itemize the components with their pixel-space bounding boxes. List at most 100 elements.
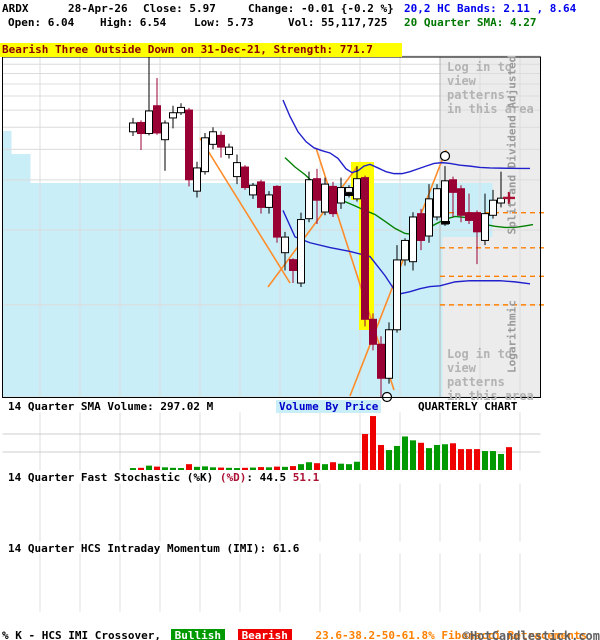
chart-footer: % K - HCS IMI Crossover, Bullish Bearish… xyxy=(2,629,600,640)
candle-body xyxy=(457,188,465,216)
quote-high: High: 6.54 xyxy=(100,16,167,29)
volume-bar xyxy=(250,467,256,470)
fibonacci-legend: 23.6-38.2-50-61.8% Fibonacci Retracement… xyxy=(315,629,588,640)
candle-body xyxy=(425,198,433,237)
candle-body xyxy=(281,236,289,254)
volume-bar xyxy=(410,440,416,470)
volume-bar xyxy=(322,464,328,470)
volume-bar xyxy=(218,467,224,470)
volume-bar xyxy=(130,468,136,470)
volume-bar xyxy=(162,467,168,470)
candle-body xyxy=(161,122,169,141)
volume-bar xyxy=(458,449,464,470)
candle-body xyxy=(209,131,217,145)
k-crossover-dash xyxy=(441,221,450,224)
volume-bar xyxy=(506,447,512,470)
volume-bar xyxy=(346,464,352,470)
stochastic-panel-header: 14 Quarter Fast Stochastic (%K) (%D): 44… xyxy=(0,471,600,484)
quote-close: Close: 5.97 xyxy=(143,2,216,15)
volume-by-price-bar xyxy=(2,237,443,397)
copyright[interactable]: ©HotCandlestick.com xyxy=(462,629,600,640)
volume-by-price-bar xyxy=(2,154,31,183)
imi-title: 14 Quarter HCS Intraday Momentum (IMI): … xyxy=(8,542,300,555)
volume-bar xyxy=(306,462,312,470)
volume-bar xyxy=(402,436,408,470)
volume-bar xyxy=(290,466,296,470)
candle-body xyxy=(321,183,329,213)
login-note-top[interactable]: Log in to view patterns in this area xyxy=(447,60,534,116)
volume-bar xyxy=(242,467,248,470)
hc-bands-value: 20,2 HC Bands: 2.11 , 8.64 xyxy=(404,2,577,15)
price-panel-border xyxy=(2,56,541,398)
candle-body xyxy=(145,110,153,135)
volume-sma-title: 14 Quarter SMA Volume: 297.02 M xyxy=(8,400,214,413)
volume-bar xyxy=(234,468,240,470)
candle-body xyxy=(137,121,145,135)
candle-body xyxy=(297,219,305,284)
volume-bar xyxy=(442,444,448,470)
bearish-badge: Bearish xyxy=(237,629,292,640)
volume-bar xyxy=(394,445,400,470)
sma-value: 20 Quarter SMA: 4.27 xyxy=(404,16,537,29)
volume-bar xyxy=(314,463,320,470)
candle-body xyxy=(305,179,313,220)
symbol: ARDX xyxy=(2,2,29,15)
candle-body xyxy=(249,184,257,196)
candle-body xyxy=(313,178,321,201)
volume-bar xyxy=(474,449,480,470)
volume-bar xyxy=(282,466,288,470)
candle-body xyxy=(441,180,449,225)
candle-body xyxy=(473,212,481,233)
volume-bar xyxy=(338,463,344,470)
candle-body xyxy=(257,181,265,208)
crossover-legend: % K - HCS IMI Crossover, xyxy=(2,629,161,640)
candle-body xyxy=(233,162,241,178)
volume-bar xyxy=(362,434,368,470)
candle-body xyxy=(129,122,137,133)
candle-body xyxy=(369,318,377,345)
volume-bar xyxy=(298,464,304,470)
pattern-circle-marker xyxy=(439,150,451,162)
upper-band xyxy=(282,99,531,175)
candle-body xyxy=(497,197,505,204)
volume-bar xyxy=(354,461,360,470)
candle-body xyxy=(409,216,417,263)
candle-body xyxy=(273,185,281,238)
adjusted-label: Split and Dividend Adjusted xyxy=(505,55,519,235)
volume-bar xyxy=(170,467,176,470)
candle-body xyxy=(385,329,393,379)
candle-body xyxy=(153,105,161,134)
candle-body xyxy=(241,166,249,189)
candle-body xyxy=(449,179,457,193)
candle-body xyxy=(393,259,401,331)
candle-body xyxy=(193,167,201,192)
k-crossover-dash xyxy=(345,193,354,196)
quarterly-chart-label: QUARTERLY CHART xyxy=(418,400,518,413)
volume-bar xyxy=(370,416,376,470)
volume-bar xyxy=(154,466,160,470)
stochastic-title: 14 Quarter Fast Stochastic (%K) (%D): 44… xyxy=(8,471,320,484)
volume-panel-header: 14 Quarter SMA Volume: 297.02 M Volume B… xyxy=(0,400,600,413)
volume-bar xyxy=(386,450,392,470)
imi-panel-header: 14 Quarter HCS Intraday Momentum (IMI): … xyxy=(0,542,600,555)
candle-body xyxy=(177,106,185,114)
candle-body xyxy=(265,194,273,208)
volume-bar xyxy=(274,466,280,470)
volume-bar xyxy=(450,443,456,470)
candle-body xyxy=(201,137,209,173)
volume-bar xyxy=(378,444,384,470)
pattern-banner[interactable]: Bearish Three Outside Down on 31-Dec-21,… xyxy=(0,43,402,57)
candle-body xyxy=(377,343,385,379)
logarithmic-label: Logarithmic xyxy=(505,300,519,373)
volume-bar xyxy=(490,451,496,470)
volume-bar xyxy=(258,467,264,470)
candle-body xyxy=(481,213,489,241)
candle-body xyxy=(361,177,369,320)
candle-body xyxy=(345,187,353,193)
volume-by-price-label[interactable]: Volume By Price xyxy=(276,400,382,413)
volume-bar xyxy=(482,451,488,470)
login-note-bottom[interactable]: Log in to view patterns in this area xyxy=(447,347,534,403)
candle-body xyxy=(289,259,297,271)
candle-body xyxy=(401,239,409,261)
